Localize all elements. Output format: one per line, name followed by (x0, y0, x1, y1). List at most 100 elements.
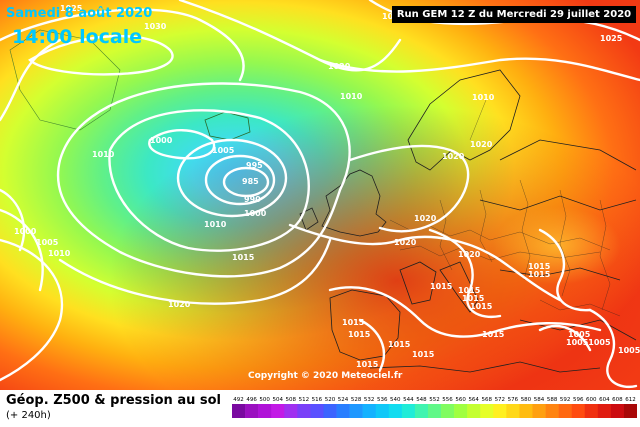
isobar-label: 1020 (328, 62, 351, 71)
copyright-notice: Copyright © 2020 Meteociel.fr (248, 371, 403, 381)
scale-tick-label: 580 (521, 397, 532, 403)
isobar-label: 1020 (458, 250, 481, 259)
scale-tick-label: 508 (286, 397, 297, 403)
scale-swatch (427, 404, 442, 418)
isobars (0, 0, 640, 387)
scale-tick-label: 520 (325, 397, 336, 403)
forecast-step: (+ 240h) (6, 410, 51, 421)
forecast-date: Samedi 8 août 2020 (6, 6, 153, 21)
scale-swatch (584, 404, 599, 418)
isobar-label: 1010 (48, 249, 71, 258)
footer-bar: Géop. Z500 & pression au sol (+ 240h) 49… (0, 390, 640, 427)
scale-swatch (532, 404, 546, 418)
scale-swatch (284, 404, 298, 418)
scale-tick-label: 512 (299, 397, 310, 403)
isobar-label: 990 (244, 195, 261, 204)
color-scale-legend: 492 496 500 504 508 512 516 520 524 528 532 536 540 5… (232, 397, 637, 418)
scale-swatch (401, 404, 416, 418)
isobar-label: 1015 (528, 270, 551, 279)
isobar-label: 1005 (568, 330, 591, 339)
scale-swatch (441, 404, 455, 418)
pressure-label-layer: 1025103010251025102010101010100010059959… (14, 4, 640, 369)
scale-tick-label: 556 (442, 397, 453, 403)
scale-tick-label: 572 (495, 397, 506, 403)
isobar-label: 1010 (340, 92, 363, 101)
borders (389, 99, 621, 317)
scale-swatch (323, 404, 337, 418)
scale-tick-label: 492 (233, 397, 244, 403)
scale-tick-label: 612 (625, 397, 636, 403)
isobar-label: 1000 (150, 136, 173, 145)
scale-swatch (349, 404, 363, 418)
scale-swatch (232, 404, 246, 418)
scale-tick-label: 532 (364, 397, 375, 403)
isobar-label: 1020 (442, 152, 465, 161)
scale-tick-label: 548 (416, 397, 427, 403)
isobar-label: 1015 (412, 350, 435, 359)
scale-tick-label: 544 (403, 397, 414, 403)
isobar-label: 1020 (394, 238, 417, 247)
scale-swatch (623, 404, 637, 418)
isobar-label: 1005 (212, 146, 235, 155)
greenland-coast (9, 29, 121, 131)
scale-swatch (480, 404, 494, 418)
scale-swatch (467, 404, 481, 418)
scale-swatch (571, 404, 586, 418)
isobar-label: 1000 (14, 227, 37, 236)
isobar-label: 1025 (60, 4, 83, 13)
isobar-label: 1020 (414, 214, 437, 223)
scale-tick-label: 528 (351, 397, 362, 403)
scale-tick-label: 560 (455, 397, 466, 403)
scale-tick-label: 604 (599, 397, 610, 403)
scale-swatch (245, 404, 259, 418)
scale-swatch (545, 404, 559, 418)
isobar-label: 1000 (244, 209, 267, 218)
isobar-label: 1015 (528, 262, 551, 271)
isobar-label: 10051005 (566, 338, 611, 347)
scale-swatch (610, 404, 625, 418)
scale-swatch (506, 404, 520, 418)
scale-swatch (258, 404, 272, 418)
scale-tick-label: 536 (377, 397, 388, 403)
scale-tick-label: 496 (246, 397, 257, 403)
scale-swatch (297, 404, 311, 418)
isobar-label: 1030 (144, 22, 167, 31)
scale-tick-label: 596 (573, 397, 584, 403)
isobar-label: 1010 (472, 93, 495, 102)
scale-tick-label: 568 (482, 397, 493, 403)
scale-swatch (414, 404, 429, 418)
scale-swatch (336, 404, 350, 418)
scale-tick-label: 500 (259, 397, 270, 403)
scale-swatch (375, 404, 390, 418)
scale-swatch (310, 404, 324, 418)
scale-swatch (362, 404, 377, 418)
scale-swatch (558, 404, 572, 418)
model-run-banner: Run GEM 12 Z du Mercredi 29 juillet 2020 (392, 6, 636, 23)
scale-tick-label: 524 (338, 397, 349, 403)
isobar-label: 1010 (92, 150, 115, 159)
scale-tick-label: 584 (534, 397, 545, 403)
coastlines (299, 69, 637, 373)
scale-tick-label: 608 (612, 397, 623, 403)
scale-tick-label: 504 (272, 397, 283, 403)
scale-swatch (271, 404, 285, 418)
scale-tick-label: 552 (429, 397, 440, 403)
isobar-label: 1015 (232, 253, 255, 262)
isobar-label: 995 (246, 161, 263, 170)
isobar-label: 1020 (470, 140, 493, 149)
isobar-label: 1005 (618, 346, 640, 355)
isobar-label: 1015 (458, 286, 481, 295)
scale-swatch (519, 404, 533, 418)
isobar-label: 1015 (388, 340, 411, 349)
scale-tick-label: 516 (312, 397, 323, 403)
scale-swatch (454, 404, 468, 418)
parameter-title: Géop. Z500 & pression au sol (6, 393, 221, 408)
forecast-time: 14:00 locale (12, 26, 143, 48)
isobar-label: 1015 (462, 294, 485, 303)
isobar-label: 1010 (204, 220, 227, 229)
isobar-label: 1015 (348, 330, 371, 339)
isobar-label: 1005 (36, 238, 59, 247)
isobar-label: 1025 (600, 34, 623, 43)
scale-swatch (597, 404, 612, 418)
scale-swatch (493, 404, 507, 418)
